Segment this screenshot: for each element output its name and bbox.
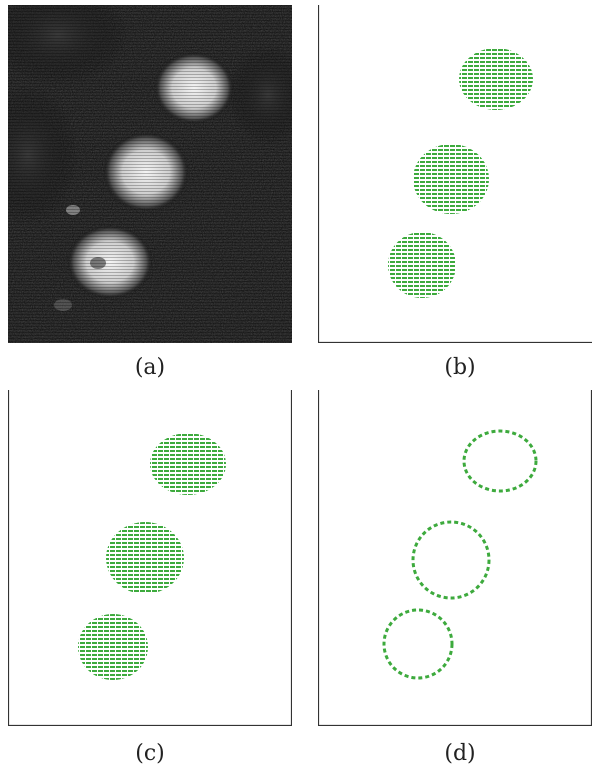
segmentation-plot-c	[8, 390, 292, 726]
region-2	[413, 144, 489, 214]
panel-d-boundaries	[318, 390, 592, 726]
region-3	[78, 614, 148, 680]
panel-c-segmentation	[8, 390, 292, 726]
caption-c: (c)	[135, 741, 165, 766]
caption-a: (a)	[134, 355, 166, 380]
segmentation-plot-b	[318, 5, 592, 343]
boundary-3	[382, 608, 454, 680]
region-2	[106, 522, 184, 594]
boundary-1	[462, 429, 538, 493]
region-1	[150, 433, 226, 495]
panel-b-segmentation	[318, 5, 592, 343]
region-3	[388, 232, 456, 298]
caption-d: (d)	[444, 741, 476, 766]
boundary-plot-d	[318, 390, 592, 726]
panel-a-image	[8, 5, 292, 343]
boundary-2	[411, 520, 491, 600]
microscopy-photo	[8, 5, 292, 343]
region-1	[459, 48, 533, 110]
caption-b: (b)	[444, 355, 476, 380]
